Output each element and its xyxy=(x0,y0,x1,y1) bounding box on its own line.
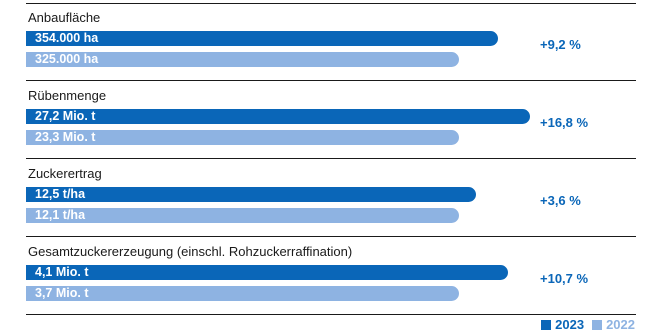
bar-2023: 354.000 ha xyxy=(26,31,498,46)
bar-2023: 27,2 Mio. t xyxy=(26,109,530,124)
change-value: +9,2 % xyxy=(540,37,581,52)
divider-line xyxy=(26,80,636,81)
divider-line xyxy=(26,158,636,159)
legend-item-2022: 2022 xyxy=(592,317,635,332)
bar-2022: 12,1 t/ha xyxy=(26,208,459,223)
change-value: +3,6 % xyxy=(540,193,581,208)
bar-2022: 325.000 ha xyxy=(26,52,459,67)
bar-2023: 12,5 t/ha xyxy=(26,187,476,202)
divider-line xyxy=(26,3,636,4)
legend-swatch-2022 xyxy=(592,319,603,330)
group-label: Anbaufläche xyxy=(28,10,101,25)
legend-swatch-2023 xyxy=(541,319,552,330)
divider-line xyxy=(26,314,636,315)
group-label: Gesamtzuckererzeugung (einschl. Rohzucke… xyxy=(28,244,353,259)
change-value: +16,8 % xyxy=(540,115,589,130)
legend-label-2022: 2022 xyxy=(606,317,635,332)
change-value: +10,7 % xyxy=(540,271,589,286)
group-label: Rübenmenge xyxy=(28,88,107,103)
legend-label-2023: 2023 xyxy=(555,317,585,332)
legend-item-2023: 2023 xyxy=(541,317,584,332)
bar-2023: 4,1 Mio. t xyxy=(26,265,508,280)
bar-2022: 23,3 Mio. t xyxy=(26,130,459,145)
bar-2022: 3,7 Mio. t xyxy=(26,286,459,301)
legend: 2023 2022 xyxy=(533,317,635,332)
group-label: Zuckerertrag xyxy=(28,166,102,181)
divider-line xyxy=(26,236,636,237)
